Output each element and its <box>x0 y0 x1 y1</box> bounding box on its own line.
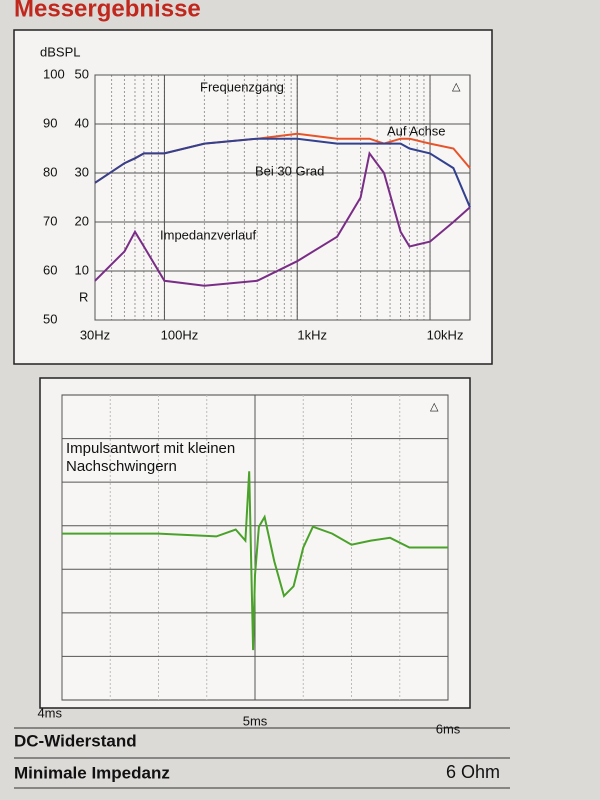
x-tick-label: 5ms <box>243 713 268 728</box>
x-tick-label: 10kHz <box>427 327 464 342</box>
y2-tick-label: 20 <box>75 213 89 228</box>
corner-mark: △ <box>452 81 461 93</box>
chart-title: Frequenzgang <box>200 79 284 94</box>
x-tick-label: 4ms <box>37 705 62 720</box>
y-axis-label: dBSPL <box>40 44 80 59</box>
legend-label: Impedanzverlauf <box>160 227 256 242</box>
series-line <box>94 150 471 287</box>
y-tick-label: 90 <box>43 115 57 130</box>
annotation: Impulsantwort mit kleinen <box>66 440 235 457</box>
y2-tick-label: 30 <box>75 164 89 179</box>
y2-tick-label: 10 <box>75 262 89 277</box>
legend-label: Auf Achse <box>387 123 446 138</box>
y-tick-label: 80 <box>43 164 57 179</box>
y-tick-label: 60 <box>43 262 57 277</box>
annotation: Nachschwingern <box>66 458 177 475</box>
table-cell: 6 Ohm <box>446 762 500 782</box>
corner-mark: △ <box>430 401 439 413</box>
x-tick-label: 1kHz <box>297 327 327 342</box>
header-title: Messergebnisse <box>14 0 201 22</box>
plot-area <box>94 74 471 321</box>
x-tick-label: 100Hz <box>161 327 199 342</box>
x-tick-label: 30Hz <box>80 327 110 342</box>
series-line <box>62 471 448 651</box>
y-tick-label: 70 <box>43 213 57 228</box>
y2-axis-label: R <box>79 289 88 304</box>
x-tick-label: 6ms <box>436 721 461 736</box>
series-line <box>94 137 471 208</box>
table-cell: DC-Widerstand <box>14 731 137 750</box>
y2-tick-label: 50 <box>75 66 89 81</box>
y-tick-label: 50 <box>43 311 57 326</box>
y-tick-label: 100 <box>43 66 65 81</box>
legend-label: Bei 30 Grad <box>255 163 324 178</box>
y2-tick-label: 40 <box>75 115 89 130</box>
table-cell: Minimale Impedanz <box>14 763 170 782</box>
